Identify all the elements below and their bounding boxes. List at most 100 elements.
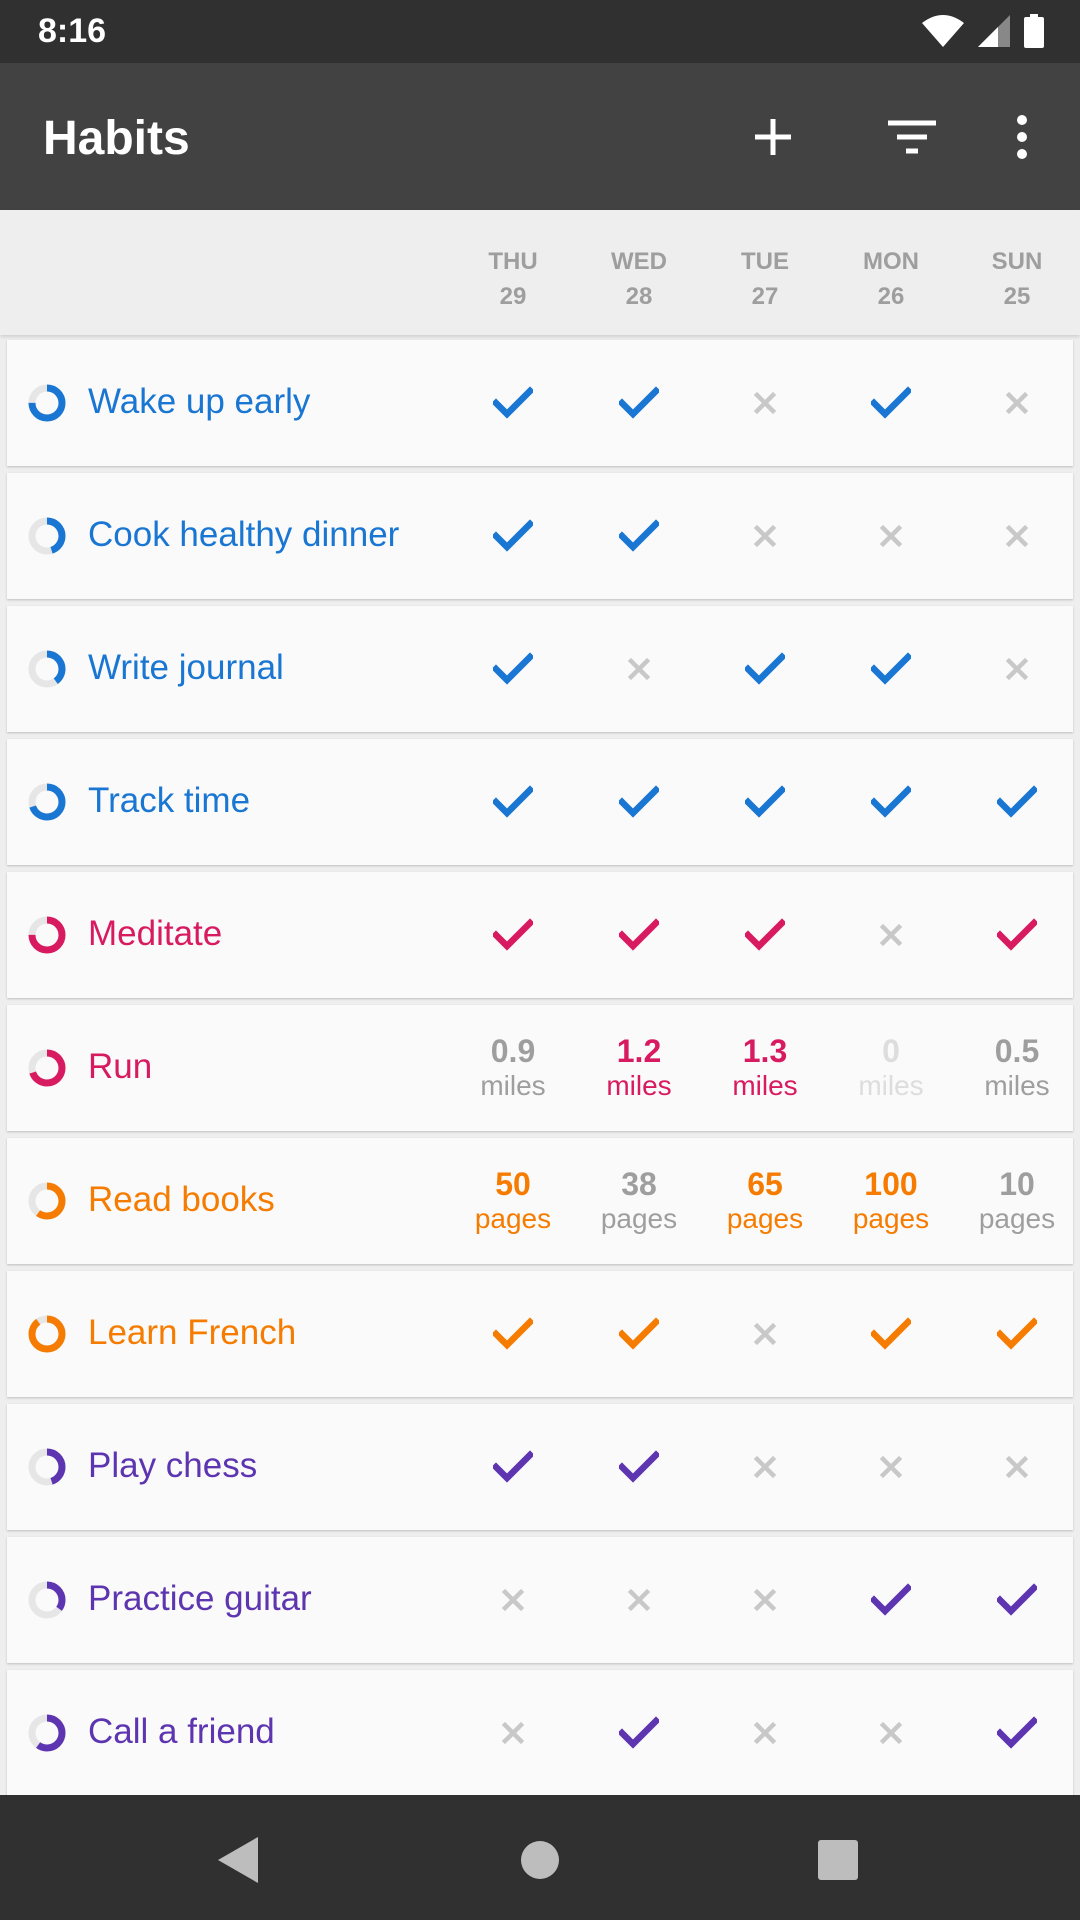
- habit-day-toggle[interactable]: [954, 340, 1080, 466]
- habit-day-toggle[interactable]: [450, 872, 576, 998]
- habit-day-toggle[interactable]: [828, 739, 954, 865]
- habit-day-toggle[interactable]: [576, 1670, 702, 1796]
- habit-day-toggle[interactable]: [954, 1537, 1080, 1663]
- habit-day-toggle[interactable]: [702, 739, 828, 865]
- cross-icon: [1005, 1455, 1029, 1479]
- habit-day-toggle[interactable]: [702, 606, 828, 732]
- habit-day-toggle[interactable]: 1.3 miles: [702, 1005, 828, 1131]
- habit-name: Meditate: [88, 914, 223, 953]
- habit-day-toggle[interactable]: [450, 1404, 576, 1530]
- habit-day-toggle[interactable]: [954, 606, 1080, 732]
- habit-day-toggle[interactable]: 0.9 miles: [450, 1005, 576, 1131]
- cross-icon: [879, 923, 903, 947]
- habit-day-toggle[interactable]: 38 pages: [576, 1138, 702, 1264]
- more-options-button[interactable]: [990, 105, 1054, 169]
- habit-day-toggle[interactable]: 100 pages: [828, 1138, 954, 1264]
- habit-day-toggle[interactable]: [450, 340, 576, 466]
- day-date: 26: [877, 283, 905, 310]
- habit-day-toggle[interactable]: [702, 1670, 828, 1796]
- habit-day-toggle[interactable]: [576, 473, 702, 599]
- habit-unit: miles: [480, 1070, 546, 1101]
- habit-day-toggle[interactable]: [576, 1271, 702, 1397]
- check-icon: [745, 918, 785, 951]
- habit-day-toggle[interactable]: [828, 1537, 954, 1663]
- wifi-icon: [922, 15, 964, 47]
- habit-day-toggle[interactable]: 0 miles: [828, 1005, 954, 1131]
- habit-day-toggle[interactable]: [954, 473, 1080, 599]
- day-column-header: SUN 25: [954, 244, 1080, 314]
- habit-row[interactable]: Track time: [7, 739, 1073, 865]
- cross-icon: [753, 524, 777, 548]
- habit-day-toggle[interactable]: [828, 1404, 954, 1530]
- habit-row[interactable]: Read books 50 pages 38 pages 65 pages 100 pages 1…: [7, 1138, 1073, 1264]
- filter-icon: [888, 120, 936, 154]
- habit-unit: miles: [984, 1070, 1050, 1101]
- habit-day-toggle[interactable]: [576, 606, 702, 732]
- check-icon: [619, 519, 659, 552]
- recents-button[interactable]: [803, 1825, 873, 1895]
- habit-day-toggle[interactable]: [450, 473, 576, 599]
- habit-row[interactable]: Learn French: [7, 1271, 1073, 1397]
- habit-day-toggle[interactable]: [954, 1670, 1080, 1796]
- habit-day-toggle[interactable]: [828, 872, 954, 998]
- habit-day-toggle[interactable]: [450, 1271, 576, 1397]
- habit-day-toggle[interactable]: [828, 473, 954, 599]
- habit-day-toggle[interactable]: [702, 872, 828, 998]
- habit-row[interactable]: Wake up early: [7, 340, 1073, 466]
- navigation-bar: [0, 1795, 1080, 1920]
- habit-day-toggle[interactable]: [954, 872, 1080, 998]
- habit-row[interactable]: Practice guitar: [7, 1537, 1073, 1663]
- day-date: 27: [751, 283, 779, 310]
- habit-day-toggle[interactable]: [576, 340, 702, 466]
- habit-day-toggle[interactable]: [576, 1404, 702, 1530]
- score-ring-icon: [28, 1049, 66, 1087]
- habit-day-toggle[interactable]: [828, 1271, 954, 1397]
- habit-row[interactable]: Write journal: [7, 606, 1073, 732]
- habit-day-toggle[interactable]: [450, 1670, 576, 1796]
- habit-day-toggle[interactable]: [828, 1670, 954, 1796]
- habit-day-toggle[interactable]: 10 pages: [954, 1138, 1080, 1264]
- habit-day-toggle[interactable]: [576, 739, 702, 865]
- habit-unit: pages: [978, 1203, 1056, 1234]
- habit-day-toggle[interactable]: [954, 1271, 1080, 1397]
- day-of-week: MON: [863, 248, 919, 275]
- habit-day-toggle[interactable]: 0.5 miles: [954, 1005, 1080, 1131]
- habit-day-toggle[interactable]: [702, 1271, 828, 1397]
- habit-value: 10: [999, 1166, 1035, 1202]
- habit-name: Learn French: [88, 1313, 297, 1352]
- back-button[interactable]: [204, 1825, 274, 1895]
- add-habit-button[interactable]: [741, 105, 805, 169]
- check-icon: [871, 386, 911, 419]
- habit-day-toggle[interactable]: [576, 872, 702, 998]
- habit-row[interactable]: Run 0.9 miles 1.2 miles 1.3 miles 0 miles 0.5 mile…: [7, 1005, 1073, 1131]
- habit-day-toggle[interactable]: 50 pages: [450, 1138, 576, 1264]
- habit-day-toggle[interactable]: [828, 340, 954, 466]
- habit-day-toggle[interactable]: [828, 606, 954, 732]
- cross-icon: [753, 1455, 777, 1479]
- habit-day-toggle[interactable]: [450, 1537, 576, 1663]
- habit-day-toggle[interactable]: [702, 473, 828, 599]
- habit-day-toggle[interactable]: 1.2 miles: [576, 1005, 702, 1131]
- day-of-week: WED: [611, 248, 667, 275]
- home-button[interactable]: [505, 1825, 575, 1895]
- habit-row[interactable]: Play chess: [7, 1404, 1073, 1530]
- habit-day-toggle[interactable]: [702, 1404, 828, 1530]
- score-ring-icon: [28, 916, 66, 954]
- habit-day-toggle[interactable]: 65 pages: [702, 1138, 828, 1264]
- habit-day-toggle[interactable]: [702, 340, 828, 466]
- habit-row[interactable]: Call a friend: [7, 1670, 1073, 1796]
- check-icon: [871, 652, 911, 685]
- filter-button[interactable]: [880, 105, 944, 169]
- habit-row[interactable]: Meditate: [7, 872, 1073, 998]
- habit-day-toggle[interactable]: [954, 1404, 1080, 1530]
- day-of-week: THU: [488, 248, 538, 275]
- habit-day-toggle[interactable]: [576, 1537, 702, 1663]
- check-icon: [493, 1450, 533, 1483]
- habit-value: 65: [747, 1166, 783, 1202]
- habit-day-toggle[interactable]: [954, 739, 1080, 865]
- habit-day-toggle[interactable]: [450, 739, 576, 865]
- cross-icon: [501, 1721, 525, 1745]
- habit-day-toggle[interactable]: [450, 606, 576, 732]
- habit-day-toggle[interactable]: [702, 1537, 828, 1663]
- habit-row[interactable]: Cook healthy dinner: [7, 473, 1073, 599]
